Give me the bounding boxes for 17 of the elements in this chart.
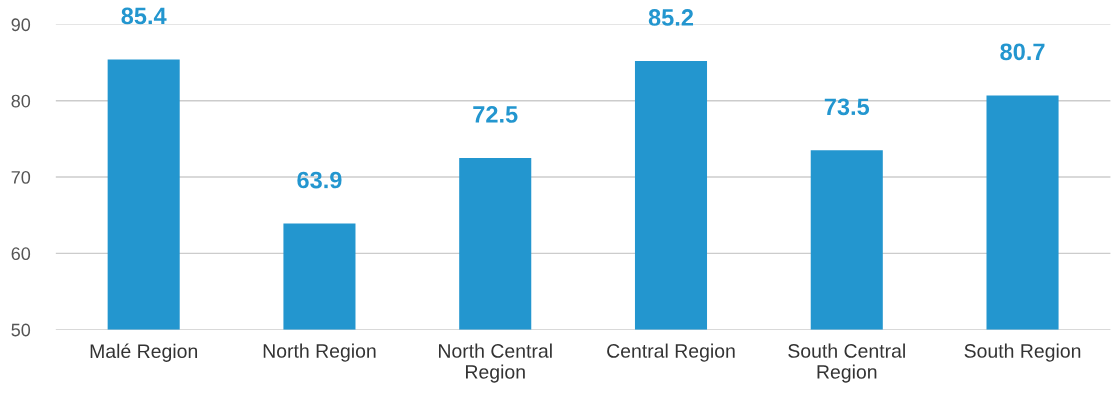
x-tick-label: North Central Region [439,343,552,383]
data-label: 85.4 [121,7,167,25]
data-label: 72.5 [473,106,518,123]
y-tick-label: 60 [11,247,31,261]
data-label: 63.9 [297,171,342,189]
x-tick-label: Central Region [607,343,735,362]
x-tick-label: Malé Region [90,343,198,362]
y-tick-label: 70 [11,170,31,184]
y-tick-label: 90 [11,18,31,32]
data-label: 73.5 [824,98,870,116]
data-label: 85.2 [648,9,694,26]
x-tick-label: North Region [263,343,376,362]
y-tick-label: 80 [11,94,31,108]
y-tick-label: 50 [11,323,31,337]
x-tick-label: South Central Region [788,343,905,383]
x-tick-label: South Region [964,343,1081,362]
data-label: 80.7 [1000,43,1045,61]
